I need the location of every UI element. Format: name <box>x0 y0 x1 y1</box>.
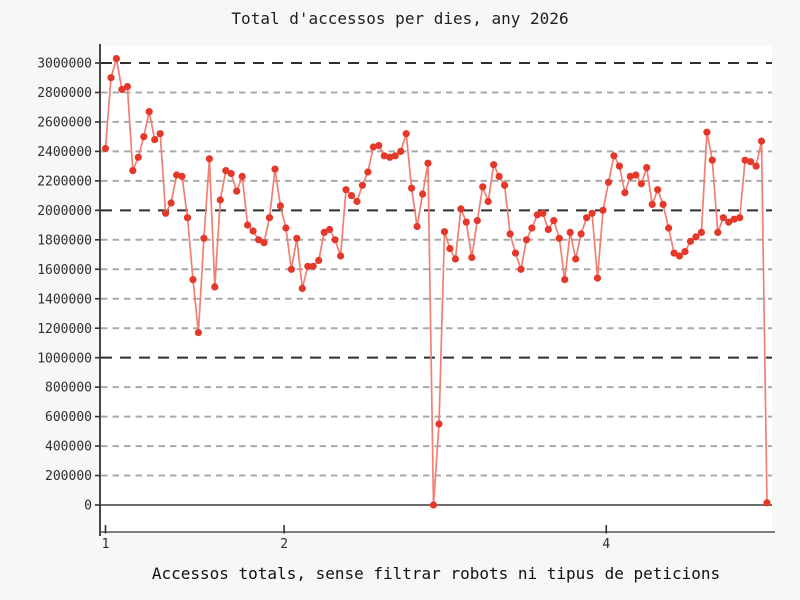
svg-text:3000000: 3000000 <box>37 57 92 72</box>
svg-text:0: 0 <box>84 499 92 514</box>
svg-text:400000: 400000 <box>45 440 92 455</box>
svg-text:2200000: 2200000 <box>37 174 92 189</box>
svg-text:1600000: 1600000 <box>37 263 92 278</box>
svg-text:800000: 800000 <box>45 381 92 396</box>
svg-text:2600000: 2600000 <box>37 116 92 131</box>
svg-text:2800000: 2800000 <box>37 86 92 101</box>
data-points <box>101 55 771 509</box>
svg-text:2000000: 2000000 <box>37 204 92 219</box>
svg-text:1400000: 1400000 <box>37 292 92 307</box>
svg-text:600000: 600000 <box>45 410 92 425</box>
svg-text:2: 2 <box>280 537 288 552</box>
svg-text:1800000: 1800000 <box>37 233 92 248</box>
svg-text:2400000: 2400000 <box>37 145 92 160</box>
y-axis-ticks: 0 200000 400000 600000 800000 1000000 1200000 1… <box>37 57 100 514</box>
svg-text:200000: 200000 <box>45 469 92 484</box>
svg-text:4: 4 <box>602 537 610 552</box>
svg-text:1: 1 <box>102 537 110 552</box>
x-axis-ticks: 1 2 4 <box>102 525 610 552</box>
gridlines <box>100 62 772 506</box>
chart-caption: Accessos totals, sense filtrar robots ni… <box>151 564 721 583</box>
axes-spines <box>99 44 775 536</box>
svg-text:1000000: 1000000 <box>37 351 92 366</box>
svg-text:1200000: 1200000 <box>37 322 92 337</box>
chart-title: Total d'accessos per dies, any 2026 <box>231 9 569 28</box>
